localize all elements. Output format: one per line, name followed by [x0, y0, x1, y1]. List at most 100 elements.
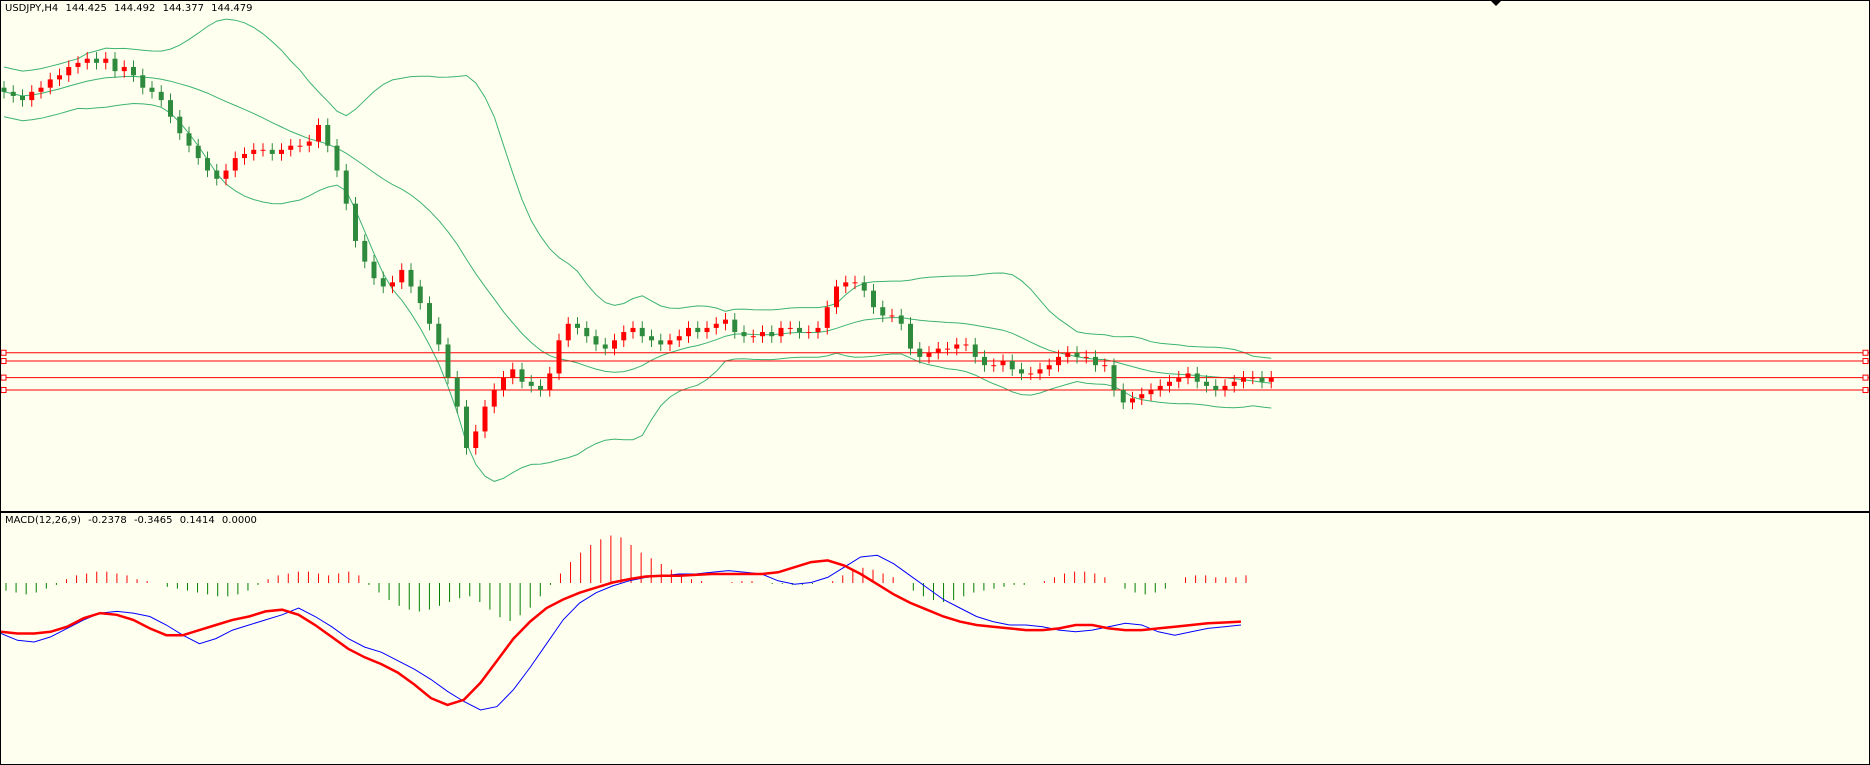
candle-body [741, 332, 747, 337]
candle-body [214, 170, 220, 179]
candle-body [445, 344, 451, 378]
candle-body [482, 406, 488, 432]
candle-body [815, 327, 821, 333]
candle-body [908, 323, 913, 349]
candle-body [1037, 369, 1043, 374]
bollinger-lower-line [3, 102, 1272, 482]
candle-body [602, 344, 608, 349]
candle-body [186, 133, 192, 146]
candle-body [732, 319, 738, 333]
candle-body [316, 124, 321, 142]
candle-body [1000, 361, 1006, 366]
candle-body [501, 377, 506, 391]
candle-body [84, 58, 90, 63]
candle-body [362, 240, 368, 262]
macd-header: MACD(12,26,9) -0.2378 -0.3465 0.1414 0.0… [5, 515, 261, 526]
candle-body [399, 269, 405, 283]
open-value: 144.425 [65, 3, 107, 14]
level-anchor-right [1862, 349, 1869, 356]
candle-body [195, 145, 201, 159]
candle-body [121, 66, 127, 72]
candle-body [676, 336, 682, 341]
candle-body [1268, 377, 1274, 382]
candle-body [565, 323, 571, 341]
candle-body [131, 66, 136, 76]
candle-body [353, 203, 358, 241]
candle-body [1213, 385, 1219, 391]
chart-shift-marker[interactable] [1490, 0, 1502, 6]
candle-body [29, 91, 35, 101]
macd-pane[interactable]: MACD(12,26,9) -0.2378 -0.3465 0.1414 0.0… [0, 512, 1870, 765]
level-anchor-left [1, 374, 7, 381]
candle-body [297, 145, 303, 147]
candle-body [1093, 356, 1098, 366]
candle-body [1111, 365, 1117, 391]
price-chart [1, 18, 1869, 482]
candle-body [843, 282, 849, 287]
candle-body [1120, 390, 1126, 403]
candle-body [1028, 373, 1034, 375]
candle-body [528, 381, 534, 386]
candle-body [538, 385, 543, 391]
candle-body [66, 66, 72, 76]
candle-body [871, 290, 876, 308]
symbol-label: USDJPY,H4 [5, 3, 59, 14]
candle-body [1130, 398, 1135, 403]
candle-body [750, 336, 756, 338]
candle-body [279, 149, 284, 154]
candle-body [1204, 381, 1209, 386]
candle-body [38, 87, 44, 92]
candle-body [547, 373, 553, 391]
candle-body [334, 145, 340, 171]
price-pane[interactable]: USDJPY,H4 144.425 144.492 144.377 144.47… [0, 0, 1870, 512]
candle-body [325, 124, 331, 146]
level-anchor-right [1862, 387, 1869, 394]
candle-body [963, 344, 969, 346]
candle-body [667, 340, 673, 345]
candle-body [57, 75, 62, 80]
candle-body [464, 406, 469, 449]
candle-body [917, 348, 923, 357]
level-anchor-left [1, 349, 7, 356]
candle-body [945, 348, 950, 350]
macd-value-2: -0.3465 [133, 515, 173, 526]
candle-body [824, 307, 830, 328]
candle-body [491, 390, 497, 407]
macd-value-4: 0.0000 [221, 515, 257, 526]
candle-body [149, 87, 155, 92]
candle-body [639, 327, 645, 337]
candle-body [427, 303, 432, 324]
signal-line [1, 559, 1242, 707]
candle-body [408, 269, 414, 287]
price-header: USDJPY,H4 144.425 144.492 144.377 144.47… [5, 3, 256, 14]
candle-body [103, 58, 109, 63]
candle-body [1074, 352, 1080, 357]
candle-body [1148, 390, 1154, 395]
candle-body [1231, 381, 1237, 386]
candle-body [306, 141, 312, 146]
candle-body [47, 79, 53, 88]
low-value: 144.377 [162, 3, 204, 14]
candle-body [223, 170, 229, 179]
candle-body [954, 344, 960, 349]
candle-body [880, 307, 886, 316]
candle-body [686, 327, 691, 337]
macd-value-1: -0.2378 [88, 515, 127, 526]
candle-body [371, 261, 377, 279]
candle-body [232, 158, 238, 171]
candle-body [269, 149, 275, 154]
candle-body [1046, 365, 1052, 370]
candle-body [889, 315, 895, 317]
candle-body [380, 278, 386, 287]
candle-body [704, 327, 710, 333]
candle-body [926, 352, 932, 357]
candle-body [649, 336, 654, 341]
macd-chart [1, 535, 1247, 711]
candle-body [1056, 356, 1061, 366]
candle-body [806, 332, 812, 334]
candle-body [177, 116, 183, 134]
candle-body [593, 336, 599, 345]
candle-body [343, 170, 349, 204]
candle-body [1009, 361, 1015, 370]
candle-body [935, 348, 941, 353]
